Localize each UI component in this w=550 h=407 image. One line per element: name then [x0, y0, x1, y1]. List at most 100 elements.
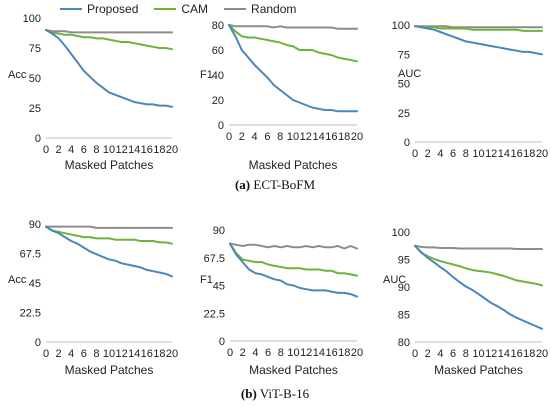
x-tick-label: 2 [56, 348, 62, 360]
chart-panel-6: 80 85 90 95 100 0 2 4 6 8 10 12 14 16 18 20 AUC Masked Pa… [383, 227, 548, 377]
y-tick-label: 0 [35, 133, 41, 145]
x-tick-label: 16 [510, 348, 522, 360]
x-tick-label: 10 [472, 148, 484, 160]
series-line-random [228, 24, 358, 30]
x-tick-label: 20 [536, 348, 548, 360]
x-tick-label: 16 [325, 347, 337, 359]
y-tick-label: 67.5 [20, 249, 41, 261]
series-line-cam [45, 225, 173, 245]
legend-label-random: Random [251, 2, 297, 16]
caption-bottom: (b) ViT-B-16 [0, 386, 550, 402]
y-tick-label: 45 [29, 278, 41, 290]
y-tick-label: 67.5 [204, 253, 225, 265]
series-line-random [414, 244, 543, 250]
y-tick-label: 22.5 [20, 308, 41, 320]
x-tick-label: 4 [68, 348, 74, 360]
y-axis-label: Acc [8, 69, 27, 81]
x-tick-label: 18 [523, 148, 535, 160]
x-tick-label: 8 [277, 131, 283, 143]
x-tick-label: 20 [166, 348, 178, 360]
x-tick-label: 4 [437, 348, 443, 360]
x-tick-label: 14 [498, 348, 510, 360]
x-tick-label: 10 [287, 131, 299, 143]
y-tick-label: 60 [212, 45, 224, 57]
x-tick-label: 14 [312, 131, 324, 143]
y-axis-label: AUC [383, 274, 406, 286]
x-axis-label: Masked Patches [249, 158, 338, 172]
x-tick-label: 2 [425, 148, 431, 160]
series-line-random [45, 225, 173, 229]
y-tick-label: 75 [398, 49, 410, 61]
x-tick-label: 8 [463, 148, 469, 160]
series-line-cam [414, 244, 543, 287]
legend-swatch-random [224, 8, 247, 10]
x-tick-label: 12 [485, 148, 497, 160]
caption-top-tag: (a) [234, 177, 251, 192]
caption-bottom-tag: (b) [240, 386, 257, 401]
y-tick-label: 40 [212, 70, 224, 82]
y-tick-label: 0 [218, 120, 224, 132]
chart-legend: Proposed CAM Random [60, 2, 296, 16]
y-axis-label: AUC [398, 68, 421, 80]
y-axis-label: F1 [200, 69, 213, 81]
x-tick-label: 12 [485, 348, 497, 360]
x-tick-label: 6 [81, 144, 87, 156]
x-tick-label: 18 [338, 347, 350, 359]
x-axis-label: Masked Patches [434, 363, 523, 377]
x-tick-label: 16 [325, 131, 337, 143]
y-tick-label: 80 [398, 337, 410, 349]
y-tick-label: 0 [35, 337, 41, 349]
y-axis-label: Acc [8, 274, 27, 286]
series-line-proposed [45, 225, 173, 278]
x-tick-label: 12 [300, 347, 312, 359]
x-tick-label: 18 [153, 144, 165, 156]
x-tick-label: 18 [153, 348, 165, 360]
y-tick-label: 20 [212, 95, 224, 107]
x-tick-label: 14 [498, 148, 510, 160]
series-line-random [45, 29, 173, 34]
series-line-random [229, 242, 358, 250]
x-tick-label: 0 [412, 148, 418, 160]
x-tick-label: 20 [351, 347, 363, 359]
x-axis-label: Masked Patches [65, 363, 154, 377]
legend-item-proposed: Proposed [60, 2, 138, 16]
series-line-proposed [45, 29, 173, 108]
series-line-cam [414, 25, 543, 32]
y-tick-label: 0 [219, 336, 225, 348]
x-tick-label: 0 [412, 348, 418, 360]
series-line-proposed [229, 242, 358, 298]
x-tick-label: 20 [351, 131, 363, 143]
x-tick-label: 4 [252, 131, 258, 143]
x-tick-label: 2 [240, 347, 246, 359]
y-tick-label: 100 [23, 13, 41, 25]
y-tick-label: 100 [392, 20, 410, 32]
x-tick-label: 16 [141, 144, 153, 156]
y-tick-label: 90 [29, 219, 41, 231]
x-tick-label: 0 [43, 144, 49, 156]
series-line-cam [228, 24, 358, 63]
y-tick-label: 100 [392, 227, 410, 239]
legend-label-cam: CAM [181, 2, 209, 16]
x-tick-label: 8 [93, 348, 99, 360]
x-tick-label: 6 [264, 131, 270, 143]
y-tick-label: 95 [398, 255, 410, 267]
x-tick-label: 6 [81, 348, 87, 360]
x-tick-label: 10 [103, 348, 115, 360]
x-tick-label: 4 [437, 148, 443, 160]
series-line-random [414, 25, 543, 29]
x-tick-label: 2 [239, 131, 245, 143]
x-tick-label: 18 [338, 131, 350, 143]
x-tick-label: 2 [56, 144, 62, 156]
x-tick-label: 14 [313, 347, 325, 359]
y-tick-label: 85 [398, 310, 410, 322]
x-tick-label: 14 [128, 348, 140, 360]
x-tick-label: 0 [43, 348, 49, 360]
caption-bottom-text: ViT-B-16 [259, 386, 310, 401]
x-tick-label: 10 [103, 144, 115, 156]
y-tick-label: 22.5 [204, 308, 225, 320]
x-tick-label: 0 [227, 347, 233, 359]
